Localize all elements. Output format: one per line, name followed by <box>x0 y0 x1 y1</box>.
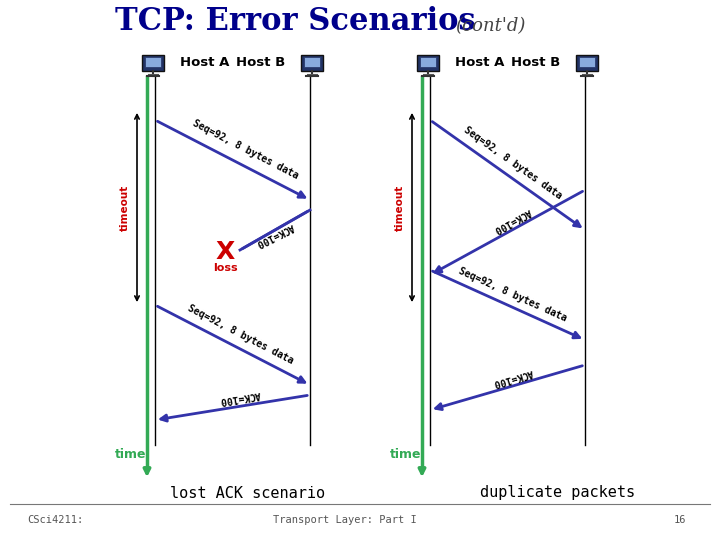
Text: duplicate packets: duplicate packets <box>480 485 635 501</box>
Text: loss: loss <box>212 263 238 273</box>
Text: ACK=100: ACK=100 <box>220 389 261 406</box>
Text: Seq=92, 8 bytes data: Seq=92, 8 bytes data <box>191 119 300 181</box>
Text: Host A: Host A <box>180 57 230 70</box>
Text: time: time <box>390 449 422 462</box>
Bar <box>304 57 320 67</box>
Text: Host B: Host B <box>235 57 285 70</box>
Text: CSci4211:: CSci4211: <box>27 515 83 525</box>
Text: 16: 16 <box>674 515 686 525</box>
Bar <box>145 57 161 67</box>
Text: Seq=92, 8 bytes data: Seq=92, 8 bytes data <box>457 266 568 324</box>
Bar <box>579 57 595 67</box>
Bar <box>420 57 436 67</box>
Text: ACK=100: ACK=100 <box>254 221 296 248</box>
Text: TCP: Error Scenarios: TCP: Error Scenarios <box>114 6 475 37</box>
Bar <box>301 55 323 71</box>
Text: ACK=100: ACK=100 <box>491 367 534 388</box>
Text: lost ACK scenario: lost ACK scenario <box>170 485 325 501</box>
Text: Transport Layer: Part I: Transport Layer: Part I <box>273 515 417 525</box>
Text: X: X <box>215 240 235 264</box>
Bar <box>417 55 439 71</box>
Bar <box>142 55 164 71</box>
Text: timeout: timeout <box>395 184 405 231</box>
Text: Host B: Host B <box>510 57 560 70</box>
Text: Seq=92, 8 bytes data: Seq=92, 8 bytes data <box>186 303 295 366</box>
Text: timeout: timeout <box>120 184 130 231</box>
Text: Seq=92, 8 bytes data: Seq=92, 8 bytes data <box>462 125 563 201</box>
Text: time: time <box>115 449 147 462</box>
Bar <box>576 55 598 71</box>
Text: (cont'd): (cont'd) <box>455 17 525 35</box>
Text: ACK=100: ACK=100 <box>492 206 533 235</box>
Text: Host A: Host A <box>455 57 505 70</box>
